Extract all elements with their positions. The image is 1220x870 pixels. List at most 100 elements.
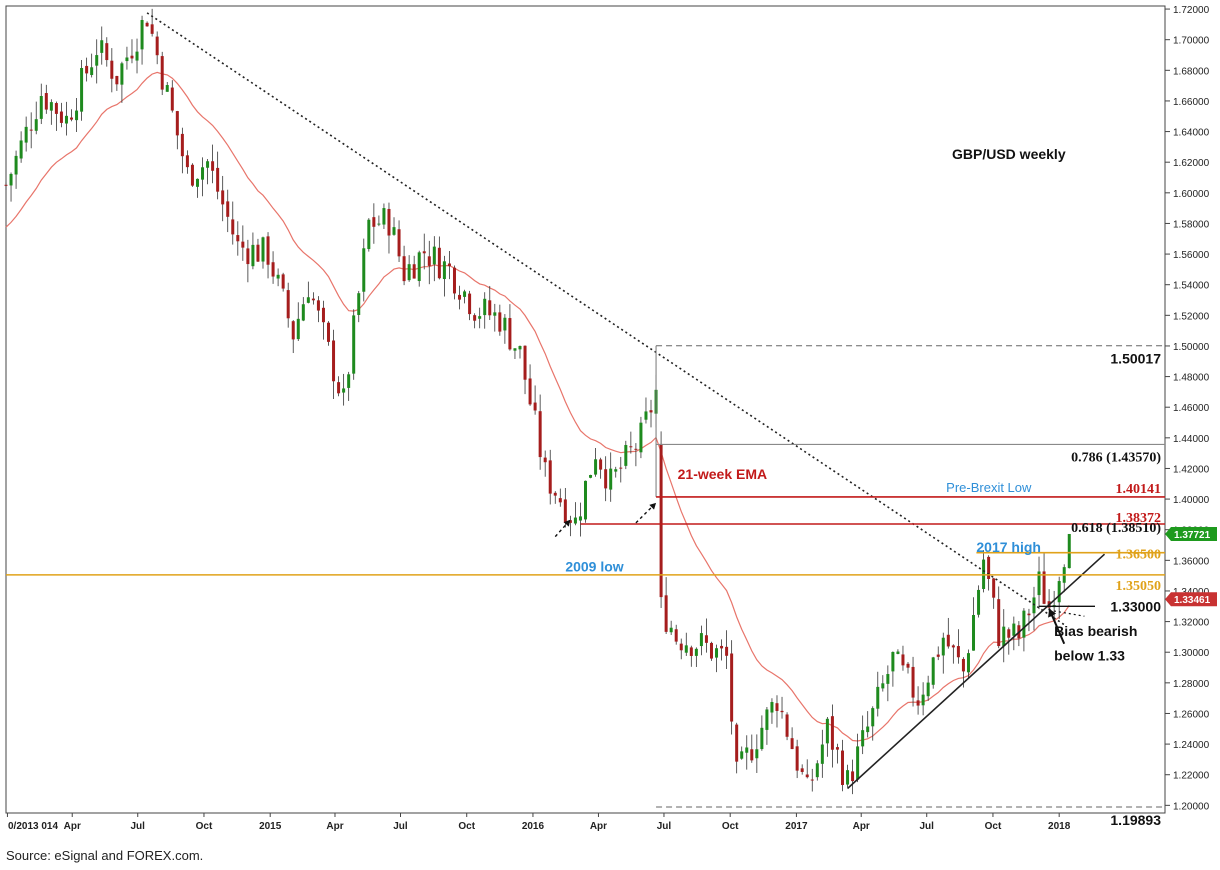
x-tick-label: 2015 bbox=[259, 821, 282, 832]
candle-up bbox=[589, 474, 593, 478]
candle-down bbox=[830, 716, 834, 750]
y-tick-label: 1.64000 bbox=[1173, 128, 1210, 139]
annotation-pre-brexit-low: Pre-Brexit Low bbox=[946, 480, 1032, 495]
y-tick-label: 1.60000 bbox=[1173, 189, 1210, 200]
candle-down bbox=[372, 217, 376, 227]
candle-up bbox=[639, 422, 643, 453]
candle-up bbox=[306, 297, 310, 303]
candle-up bbox=[347, 374, 351, 388]
downtrend-extension bbox=[1048, 609, 1085, 617]
candle-down bbox=[805, 774, 809, 778]
y-tick-label: 1.44000 bbox=[1173, 434, 1210, 445]
candle-down bbox=[29, 129, 33, 131]
candlestick-chart: 1.72000 1.70000 1.68000 1.66000 1.64000 1.620… bbox=[4, 5, 1217, 832]
candle-down bbox=[538, 411, 542, 458]
candle-up bbox=[75, 110, 79, 121]
candle-down bbox=[321, 307, 325, 323]
y-tick-label: 1.70000 bbox=[1173, 36, 1210, 47]
candle-up bbox=[417, 252, 421, 282]
candle-up bbox=[644, 411, 648, 420]
candle-down bbox=[130, 55, 134, 59]
candle-up bbox=[296, 318, 300, 340]
arrow-pre-brexit bbox=[635, 502, 657, 524]
candle-down bbox=[901, 654, 905, 666]
y-tick-label: 1.58000 bbox=[1173, 219, 1210, 230]
candle-up bbox=[770, 702, 774, 713]
candle-down bbox=[85, 65, 89, 74]
candle-up bbox=[19, 140, 23, 159]
candle-down bbox=[568, 520, 572, 523]
candle-up bbox=[886, 674, 890, 684]
candle-up bbox=[342, 388, 346, 393]
candle-down bbox=[916, 700, 920, 706]
price-badge-label: 1.37721 bbox=[1174, 530, 1211, 541]
candle-down bbox=[160, 56, 164, 90]
candle-down bbox=[332, 340, 336, 382]
candle-up bbox=[891, 651, 895, 672]
x-tick-label: Apr bbox=[590, 821, 607, 832]
y-tick-label: 1.72000 bbox=[1173, 5, 1210, 16]
x-tick-label: Jul bbox=[393, 821, 408, 832]
candle-up bbox=[518, 346, 522, 350]
candle-up bbox=[876, 686, 880, 709]
price-badge-label: 1.33461 bbox=[1174, 595, 1211, 606]
candle-up bbox=[201, 167, 205, 180]
level-label-1-36500: 1.36500 bbox=[1116, 548, 1162, 563]
arrow-2016-low-head bbox=[563, 519, 571, 527]
candle-down bbox=[911, 666, 915, 698]
candle-down bbox=[553, 492, 557, 496]
candle-down bbox=[659, 443, 663, 598]
candle-up bbox=[276, 274, 280, 279]
candle-down bbox=[548, 460, 552, 494]
candle-down bbox=[735, 724, 739, 762]
candle-up bbox=[432, 246, 436, 265]
y-tick-label: 1.56000 bbox=[1173, 250, 1210, 261]
candle-up bbox=[483, 298, 487, 316]
candle-up bbox=[442, 261, 446, 280]
candle-up bbox=[49, 102, 53, 111]
price-badge bbox=[1165, 592, 1217, 607]
x-tick-label: 2017 bbox=[785, 821, 808, 832]
candle-down bbox=[488, 300, 492, 316]
arrow-pre-brexit-head bbox=[649, 502, 657, 510]
candle-up bbox=[594, 459, 598, 475]
candle-down bbox=[936, 654, 940, 657]
candle-down bbox=[679, 643, 683, 651]
candle-down bbox=[316, 300, 320, 311]
candle-up bbox=[382, 208, 386, 225]
y-tick-label: 1.28000 bbox=[1173, 679, 1210, 690]
candle-down bbox=[523, 345, 527, 380]
candle-up bbox=[206, 161, 210, 168]
candle-up bbox=[881, 683, 885, 689]
candle-down bbox=[311, 298, 315, 301]
candle-down bbox=[951, 645, 955, 648]
x-tick-label: Apr bbox=[853, 821, 870, 832]
candle-up bbox=[699, 633, 703, 647]
candle-up bbox=[966, 653, 970, 673]
candle-down bbox=[397, 229, 401, 257]
x-tick-label: Jul bbox=[131, 821, 146, 832]
annotation-below-1-33: below 1.33 bbox=[1054, 648, 1125, 664]
candle-down bbox=[961, 658, 965, 672]
candle-down bbox=[422, 251, 426, 254]
y-tick-label: 1.48000 bbox=[1173, 373, 1210, 384]
x-tick-label: Jul bbox=[919, 821, 934, 832]
candle-down bbox=[528, 378, 532, 405]
candle-up bbox=[820, 744, 824, 764]
candle-down bbox=[709, 642, 713, 659]
x-tick-label: Apr bbox=[326, 821, 343, 832]
level-label-0-786-1-43570-: 0.786 (1.43570) bbox=[1071, 450, 1161, 465]
candle-down bbox=[750, 749, 754, 761]
level-label-1-40141: 1.40141 bbox=[1116, 482, 1162, 497]
candle-up bbox=[1037, 571, 1041, 596]
chart-title: GBP/USD weekly bbox=[952, 146, 1066, 162]
candle-down bbox=[180, 133, 184, 157]
candle-down bbox=[256, 244, 260, 262]
candle-down bbox=[155, 36, 159, 56]
candle-down bbox=[674, 629, 678, 642]
annotation-2009-low: 2009 low bbox=[565, 558, 623, 574]
y-tick-label: 1.22000 bbox=[1173, 771, 1210, 782]
y-tick-label: 1.24000 bbox=[1173, 740, 1210, 751]
candle-down bbox=[543, 457, 547, 463]
candle-up bbox=[941, 637, 945, 656]
